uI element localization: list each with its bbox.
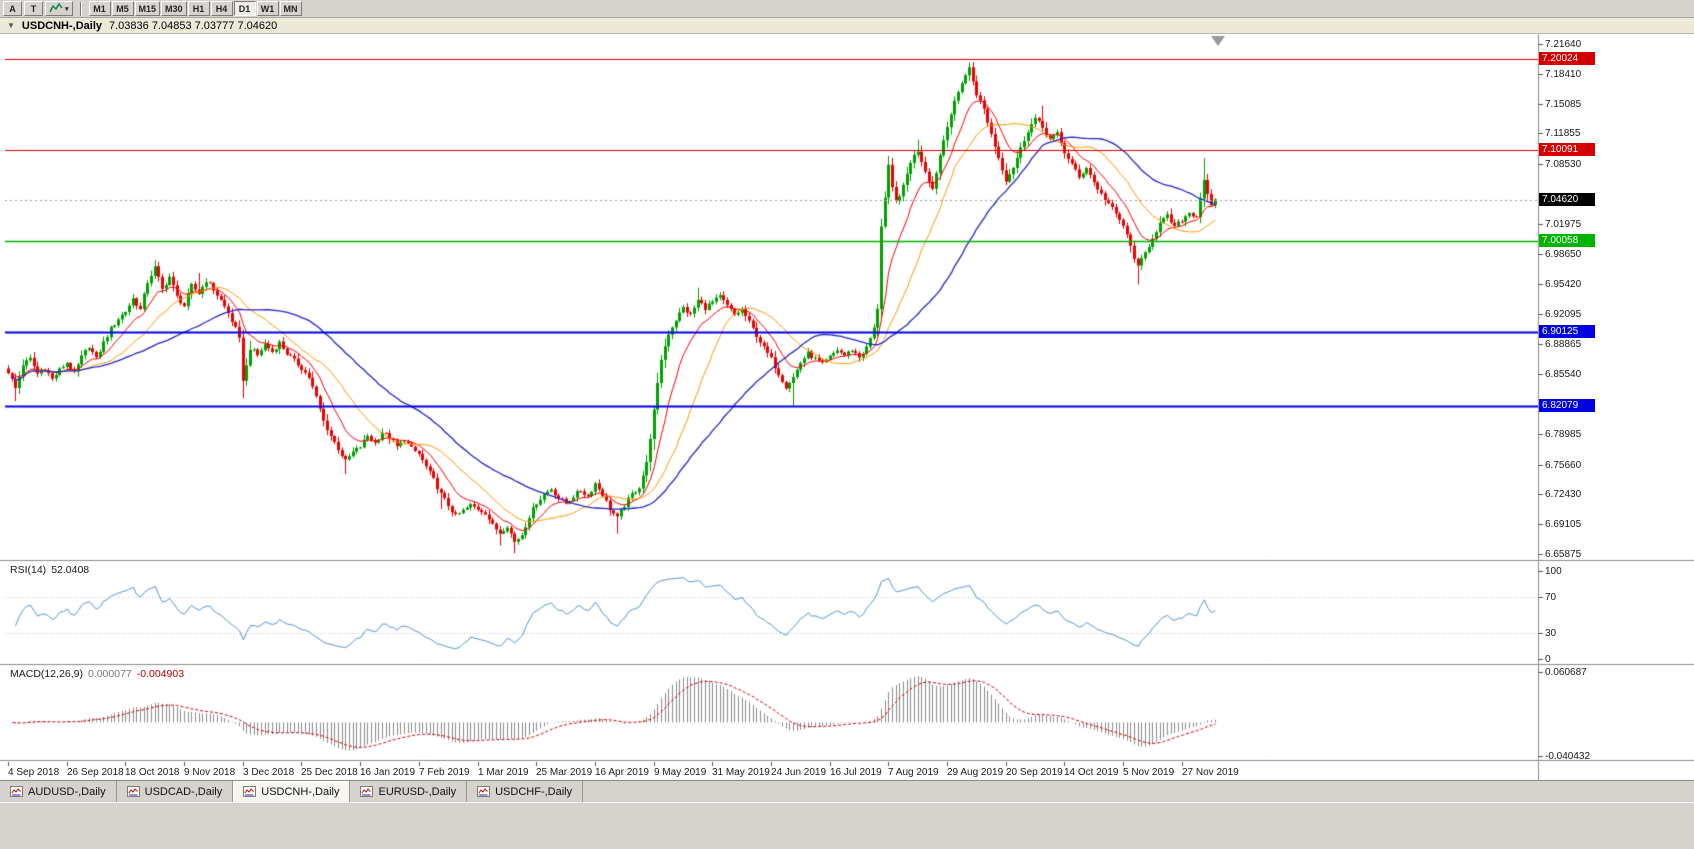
chart-title-bar: ▼ USDCNH-,Daily 7.03836 7.04853 7.03777 …: [0, 18, 1694, 34]
chart-tab-label: USDCHF-,Daily: [495, 785, 573, 798]
tab-usdchf-daily[interactable]: USDCHF-,Daily: [467, 781, 584, 802]
chart-tab-label: USDCNH-,Daily: [261, 785, 340, 798]
status-area: [0, 802, 1694, 849]
chart-tab-icon: [477, 786, 491, 797]
timeframe-button-m5[interactable]: M5: [111, 1, 134, 16]
toolbar-button-t[interactable]: T: [24, 1, 43, 16]
chart-tab-icon: [360, 786, 374, 797]
rsi-name: RSI(14): [10, 564, 47, 576]
rsi-indicator-label: RSI(14) 52.0408: [10, 564, 89, 576]
timeframe-button-d1[interactable]: D1: [233, 1, 256, 16]
chart-tab-icon: [126, 786, 140, 797]
chart-tab-icon: [243, 786, 257, 797]
rsi-value: 52.0408: [51, 564, 90, 576]
toolbar: A T ▾ M1 M5 M15 M30 H1 H4 D1 W1 MN: [0, 0, 1694, 18]
tab-usdcnh-daily[interactable]: USDCNH-,Daily: [233, 781, 351, 802]
chart-tab-bar: AUDUSD-,Daily USDCAD-,Daily USDCNH-,Daily E…: [0, 780, 1694, 802]
tab-audusd-daily[interactable]: AUDUSD-,Daily: [0, 781, 117, 802]
chart-menu-icon[interactable]: ▼: [7, 21, 15, 30]
chart-symbol-title: USDCNH-,Daily: [21, 19, 102, 32]
chart-ohlc-values: 7.03836 7.04853 7.03777 7.04620: [109, 19, 278, 32]
chart-tab-label: USDCAD-,Daily: [144, 785, 223, 798]
macd-name: MACD(12,26,9): [10, 668, 83, 680]
chart-tab-icon: [10, 786, 23, 797]
indicators-dropdown-button[interactable]: ▾: [45, 1, 73, 16]
toolbar-separator: [79, 1, 82, 16]
timeframe-button-m1[interactable]: M1: [88, 1, 111, 16]
timeframe-button-w1[interactable]: W1: [256, 1, 279, 16]
tab-eurusd-daily[interactable]: EURUSD-,Daily: [350, 781, 468, 802]
timeframe-button-m15[interactable]: M15: [134, 1, 161, 16]
timeframe-group: M1 M5 M15 M30 H1 H4 D1 W1 MN: [88, 1, 302, 16]
chevron-down-icon: ▾: [65, 5, 69, 13]
timeframe-button-mn[interactable]: MN: [279, 1, 302, 16]
macd-signal-value: -0.004903: [136, 668, 185, 680]
tab-usdcad-daily[interactable]: USDCAD-,Daily: [116, 781, 234, 802]
timeframe-button-h1[interactable]: H1: [187, 1, 210, 16]
macd-indicator-label: MACD(12,26,9) 0.000077 -0.004903: [10, 668, 184, 680]
chart-tab-label: AUDUSD-,Daily: [28, 785, 106, 798]
timeframe-button-m30[interactable]: M30: [161, 1, 187, 16]
indicator-zigzag-icon: [49, 3, 63, 14]
chart-tab-label: EURUSD-,Daily: [378, 785, 457, 798]
toolbar-button-a[interactable]: A: [3, 1, 22, 16]
macd-main-value: 0.000077: [87, 668, 132, 680]
timeframe-button-h4[interactable]: H4: [210, 1, 233, 16]
